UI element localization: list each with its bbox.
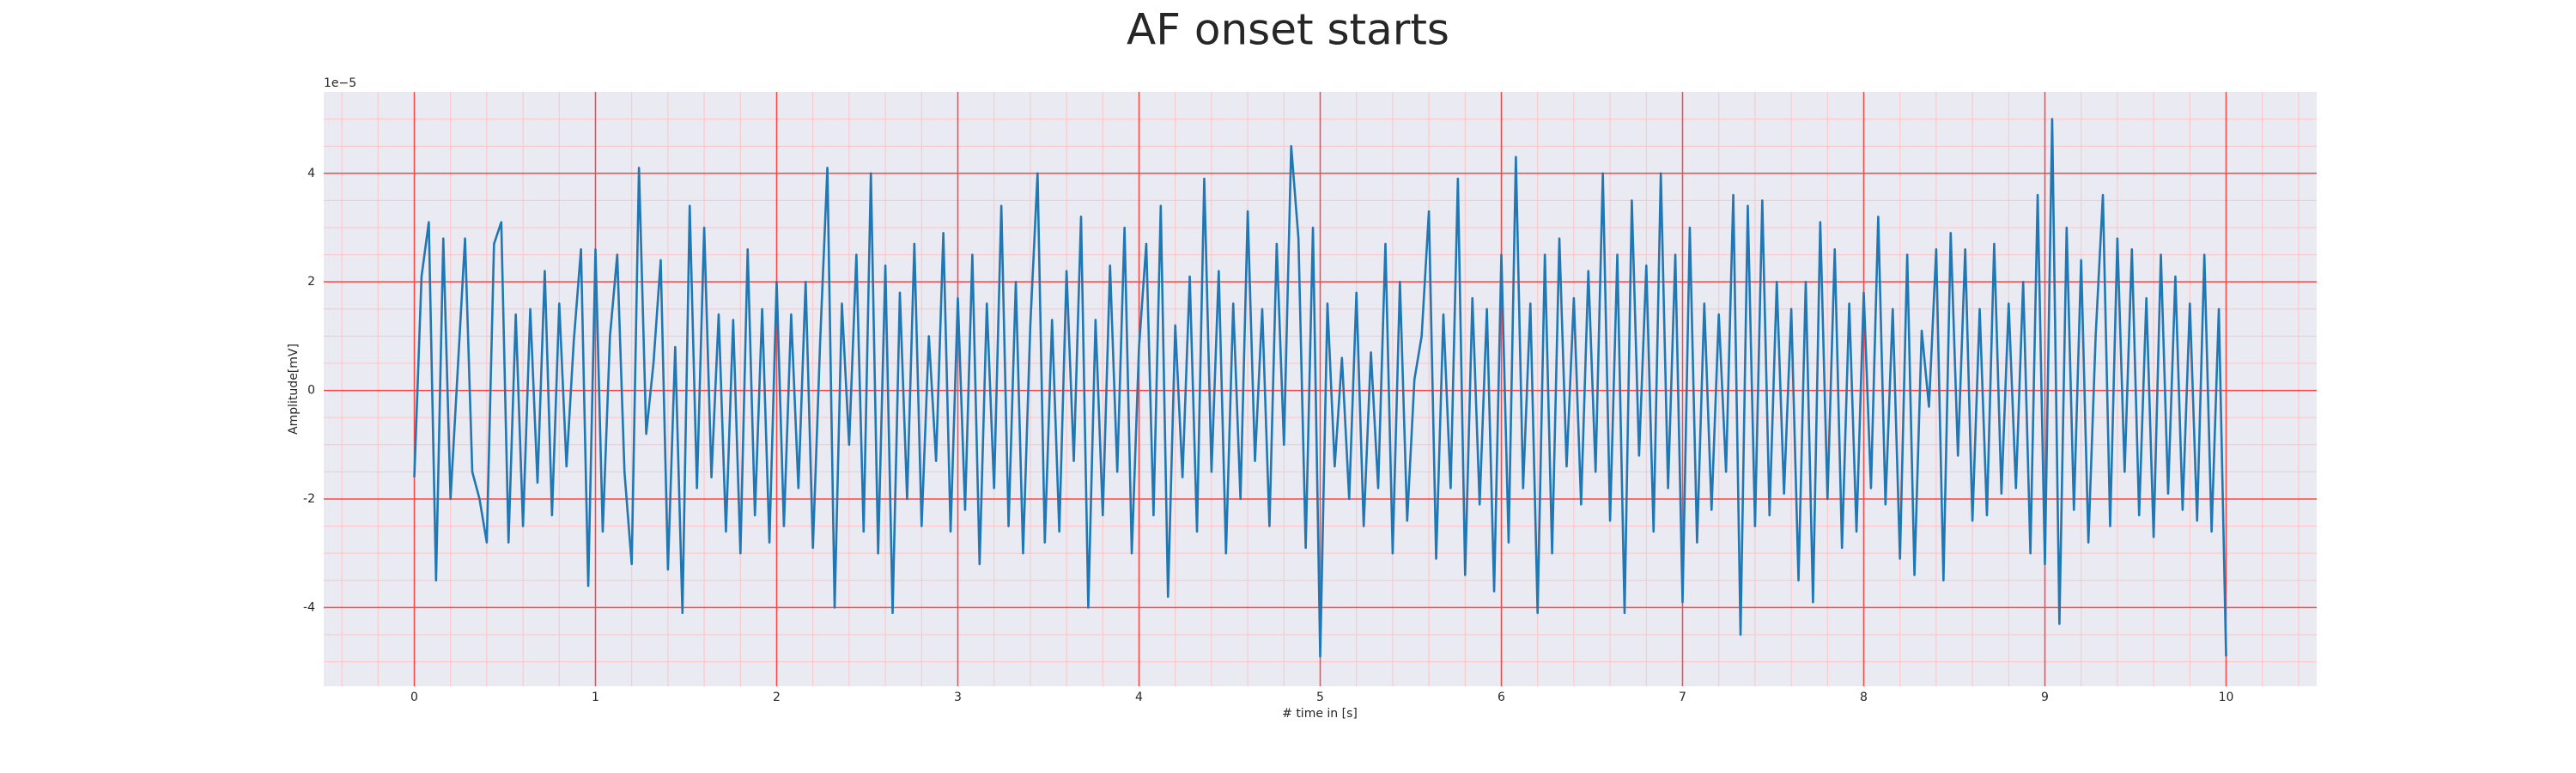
- y-axis-label: Amplitude[mV]: [287, 344, 301, 435]
- y-tick-label: -4: [303, 600, 315, 614]
- x-tick-label: 10: [2219, 691, 2234, 704]
- x-axis-label: # time in [s]: [1282, 707, 1358, 721]
- x-tick-label: 8: [1860, 691, 1868, 704]
- x-tick-label: 0: [410, 691, 418, 704]
- y-tick-label: 2: [307, 275, 315, 289]
- x-tick-label: 3: [954, 691, 962, 704]
- x-tick-label: 1: [592, 691, 599, 704]
- y-tick-label: 4: [307, 167, 315, 180]
- x-tick-label: 6: [1498, 691, 1505, 704]
- y-tick-label: -2: [303, 492, 315, 506]
- x-tick-label: 5: [1316, 691, 1324, 704]
- x-tick-label: 9: [2041, 691, 2049, 704]
- signal-line: [413, 118, 2227, 658]
- chart-title: AF onset starts: [1127, 5, 1449, 55]
- y-offset-text: 1e−5: [324, 76, 356, 90]
- y-tick-label: 0: [307, 384, 315, 398]
- x-tick-label: 2: [773, 691, 781, 704]
- x-tick-label: 7: [1679, 691, 1686, 704]
- x-tick-label: 4: [1135, 691, 1143, 704]
